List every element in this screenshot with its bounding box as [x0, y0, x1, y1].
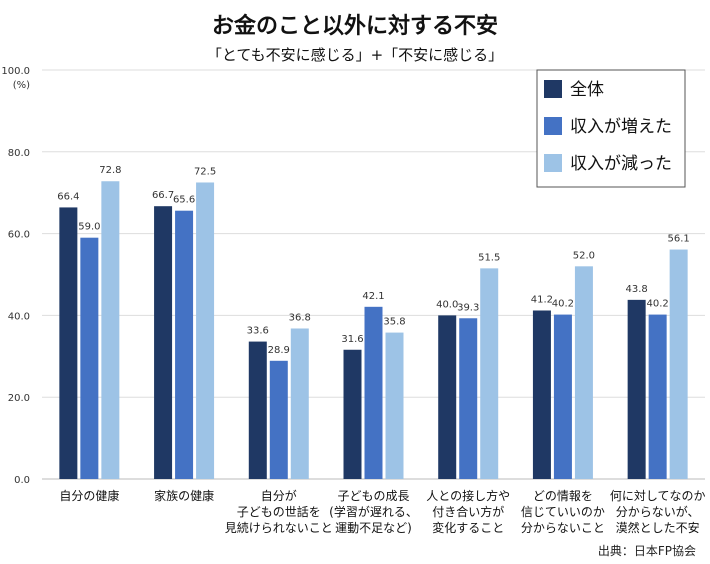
- legend-label: 収入が増えた: [570, 117, 672, 137]
- x-tick-label-line: どの情報を: [533, 489, 593, 503]
- bar: [154, 206, 173, 479]
- data-label: 33.6: [247, 326, 269, 337]
- x-tick-label-line: 家族の健康: [154, 488, 214, 503]
- data-label: 43.8: [626, 284, 648, 295]
- x-tick-label-line: 変化すること: [432, 520, 504, 535]
- x-tick-label-line: 人との接し方や: [426, 488, 510, 503]
- data-label: 28.9: [268, 345, 290, 356]
- bar: [553, 314, 572, 479]
- y-axis-label: (%): [13, 80, 30, 91]
- data-label: 36.8: [289, 312, 311, 323]
- x-tick-label: 家族の健康: [154, 488, 214, 503]
- y-tick-label: 20.0: [8, 393, 30, 404]
- data-label: 35.8: [383, 317, 405, 328]
- bar: [80, 237, 99, 479]
- y-tick-label: 60.0: [8, 230, 30, 241]
- source-note: 出典：日本FP協会: [597, 544, 696, 558]
- data-label: 65.6: [173, 195, 195, 206]
- data-label: 41.2: [531, 294, 553, 305]
- x-tick-label: どの情報を信じていいのか分からないこと: [521, 489, 605, 535]
- data-label: 42.1: [362, 291, 384, 302]
- data-label: 66.7: [152, 190, 174, 201]
- bar: [175, 210, 194, 480]
- legend-swatch: [544, 80, 562, 98]
- data-label: 40.0: [436, 299, 458, 310]
- x-tick-label: 人との接し方や付き合い方が変化すること: [426, 488, 510, 535]
- data-label: 51.5: [478, 252, 500, 263]
- bar: [669, 249, 688, 479]
- x-tick-label-line: 付き合い方が: [432, 504, 504, 519]
- bar: [574, 266, 593, 479]
- bar: [343, 349, 362, 479]
- bar: [385, 332, 404, 479]
- x-tick-label-line: 自分が: [261, 488, 297, 503]
- data-label: 56.1: [668, 234, 690, 245]
- bar: [480, 268, 499, 479]
- x-tick-label-line: 自分の健康: [59, 488, 119, 503]
- x-tick-label-line: 何に対してなのか: [610, 489, 706, 503]
- y-tick-label: 100.0: [1, 66, 30, 77]
- data-label: 72.8: [99, 165, 121, 176]
- data-label: 72.5: [194, 166, 216, 177]
- x-tick-label: 子どもの成長(学習が遅れる、運動不足など): [329, 489, 418, 535]
- bar: [59, 207, 78, 479]
- legend-swatch: [544, 154, 562, 172]
- bar: [248, 341, 267, 479]
- bar: [269, 360, 288, 479]
- data-label: 52.0: [573, 250, 595, 261]
- bar: [627, 299, 646, 479]
- x-tick-label-line: 子どもの世話を: [237, 504, 321, 519]
- legend-label: 収入が減った: [570, 154, 672, 174]
- y-tick-label: 80.0: [8, 148, 30, 159]
- x-tick-label: 何に対してなのか分からないが、漠然とした不安: [610, 489, 706, 535]
- data-label: 66.4: [57, 191, 79, 202]
- bar: [101, 181, 120, 480]
- data-label: 31.6: [341, 334, 363, 345]
- legend-label: 全体: [570, 80, 604, 100]
- data-label: 40.2: [552, 299, 574, 310]
- x-tick-label-line: 信じていいのか: [521, 505, 605, 519]
- x-tick-label-line: 漠然とした不安: [616, 520, 700, 535]
- bar: [290, 328, 309, 479]
- data-label: 59.0: [78, 222, 100, 233]
- x-tick-label-line: 運動不足など): [335, 521, 412, 535]
- x-tick-label-line: 見続けられないこと: [225, 521, 333, 535]
- chart-title: お金のこと以外に対する不安: [211, 14, 498, 39]
- data-label: 39.3: [457, 302, 479, 313]
- x-tick-label: 自分が子どもの世話を見続けられないこと: [225, 488, 333, 535]
- x-tick-label: 自分の健康: [59, 488, 119, 503]
- y-tick-label: 0.0: [14, 475, 30, 486]
- legend-swatch: [544, 117, 562, 135]
- x-tick-label-line: 分からないが、: [616, 504, 700, 519]
- x-tick-label-line: (学習が遅れる、: [329, 504, 418, 519]
- data-label: 40.2: [647, 299, 669, 310]
- x-tick-label-line: 子どもの成長: [337, 489, 409, 503]
- bar: [459, 318, 478, 479]
- y-tick-label: 40.0: [8, 311, 30, 322]
- x-tick-label-line: 分からないこと: [521, 521, 605, 535]
- bar: [532, 310, 551, 479]
- bar: [364, 306, 383, 479]
- bar: [648, 314, 667, 479]
- bar: [196, 182, 215, 479]
- chart-subtitle: 「とても不安に感じる」+「不安に感じる」: [206, 46, 504, 64]
- bar: [438, 315, 457, 479]
